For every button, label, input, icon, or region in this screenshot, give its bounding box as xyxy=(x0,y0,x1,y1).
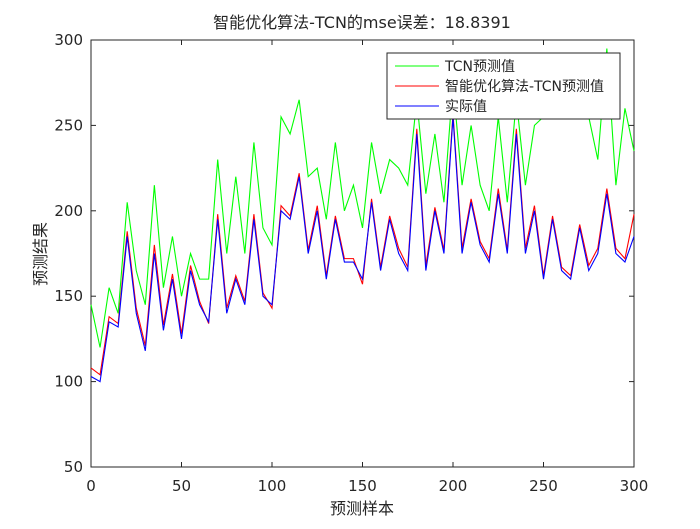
y-tick-label: 200 xyxy=(54,202,83,220)
legend-label: 实际值 xyxy=(445,99,487,115)
legend-label: TCN预测值 xyxy=(444,59,515,75)
legend-label: 智能优化算法-TCN预测值 xyxy=(445,79,604,95)
x-axis-label: 预测样本 xyxy=(330,499,394,518)
y-tick-label: 250 xyxy=(54,116,83,134)
data-line xyxy=(90,116,635,383)
x-tick-label: 300 xyxy=(620,477,649,495)
x-tick-label: 150 xyxy=(348,477,377,495)
x-tick-label: 100 xyxy=(258,477,287,495)
x-tick-label: 250 xyxy=(529,477,558,495)
y-tick-label: 150 xyxy=(54,287,83,305)
chart-title: 智能优化算法-TCN的mse误差：18.8391 xyxy=(213,13,511,32)
plot-frame xyxy=(90,39,635,468)
y-tick-label: 300 xyxy=(54,31,83,49)
y-tick-label: 50 xyxy=(64,458,83,476)
x-tick-label: 200 xyxy=(439,477,468,495)
y-tick-label: 100 xyxy=(54,373,83,391)
y-axis-label: 预测结果 xyxy=(31,222,50,286)
x-tick-label: 50 xyxy=(172,477,191,495)
x-tick-label: 0 xyxy=(86,477,96,495)
